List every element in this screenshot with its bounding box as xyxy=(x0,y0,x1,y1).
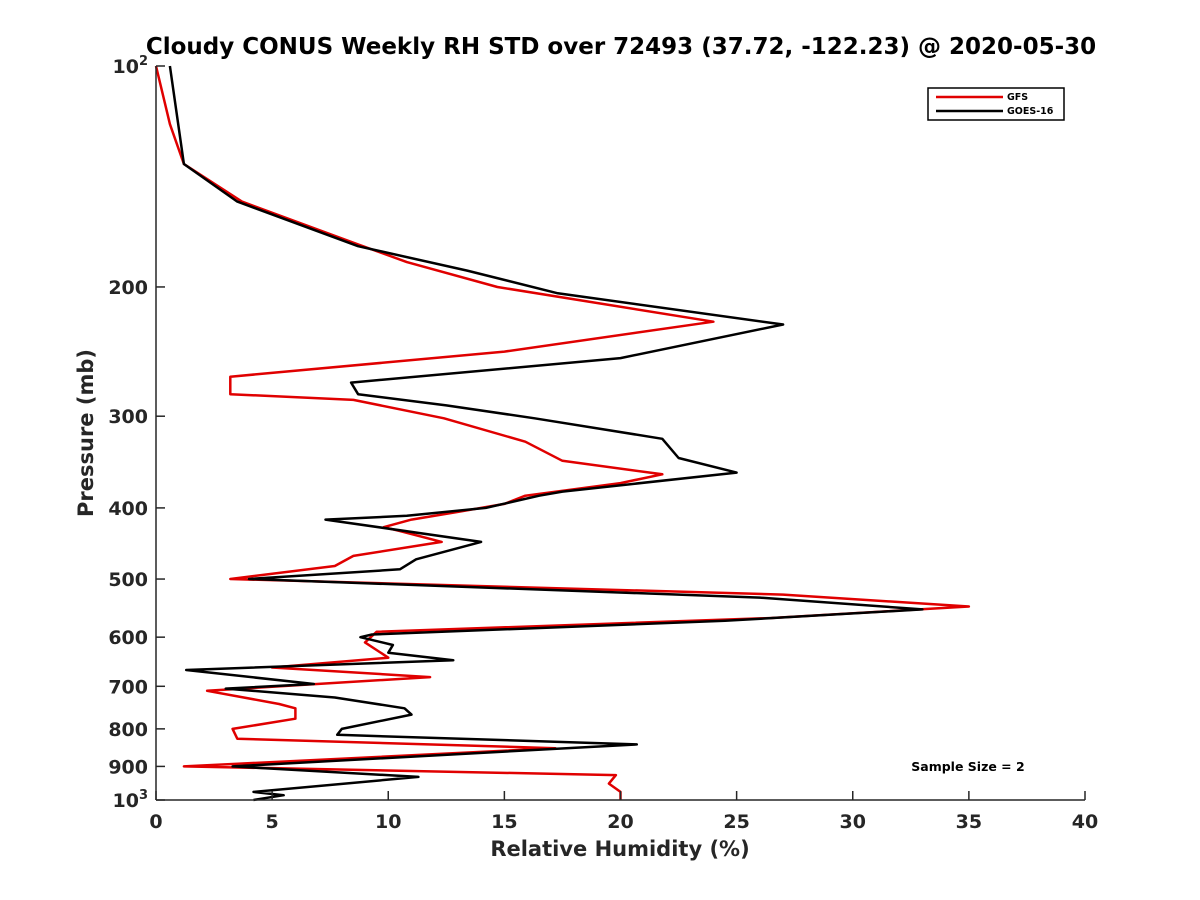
series-line-goes-16 xyxy=(168,65,924,802)
chart-title: Cloudy CONUS Weekly RH STD over 72493 (3… xyxy=(146,34,1096,60)
legend-label-gfs: GFS xyxy=(1007,92,1028,103)
x-tick-label: 20 xyxy=(607,811,633,833)
y-tick-exponent: 2 xyxy=(139,54,148,69)
y-tick-label: 300 xyxy=(108,406,148,428)
sample-size-annotation: Sample Size = 2 xyxy=(911,759,1024,774)
x-axis-label: Relative Humidity (%) xyxy=(490,837,749,861)
y-tick-label: 900 xyxy=(108,756,148,778)
legend-box xyxy=(927,87,1065,121)
series-line-gfs xyxy=(154,65,971,800)
x-tick-label: 15 xyxy=(491,811,517,833)
x-tick-label: 10 xyxy=(375,811,401,833)
y-tick-label: 500 xyxy=(108,569,148,591)
x-ticks: 0 5 10 15 20 25 30 35 40 xyxy=(149,791,1098,833)
y-tick-label: 800 xyxy=(108,719,148,741)
x-tick-label: 5 xyxy=(266,811,279,833)
x-tick-label: 25 xyxy=(723,811,749,833)
x-tick-label: 40 xyxy=(1072,811,1098,833)
y-tick-exponent: 3 xyxy=(139,788,148,803)
y-tick-label: 400 xyxy=(108,498,148,520)
y-tick-label: 700 xyxy=(108,676,148,698)
x-tick-label: 35 xyxy=(956,811,982,833)
x-tick-label: 30 xyxy=(840,811,866,833)
y-tick-label: 600 xyxy=(108,627,148,649)
y-tick-label: 200 xyxy=(108,277,148,299)
legend: GFS GOES-16 xyxy=(927,87,1065,121)
legend-label-goes-16: GOES-16 xyxy=(1007,106,1054,117)
x-tick-label: 0 xyxy=(149,811,162,833)
plot-area xyxy=(154,65,971,802)
y-axis-label: Pressure (mb) xyxy=(74,349,98,517)
